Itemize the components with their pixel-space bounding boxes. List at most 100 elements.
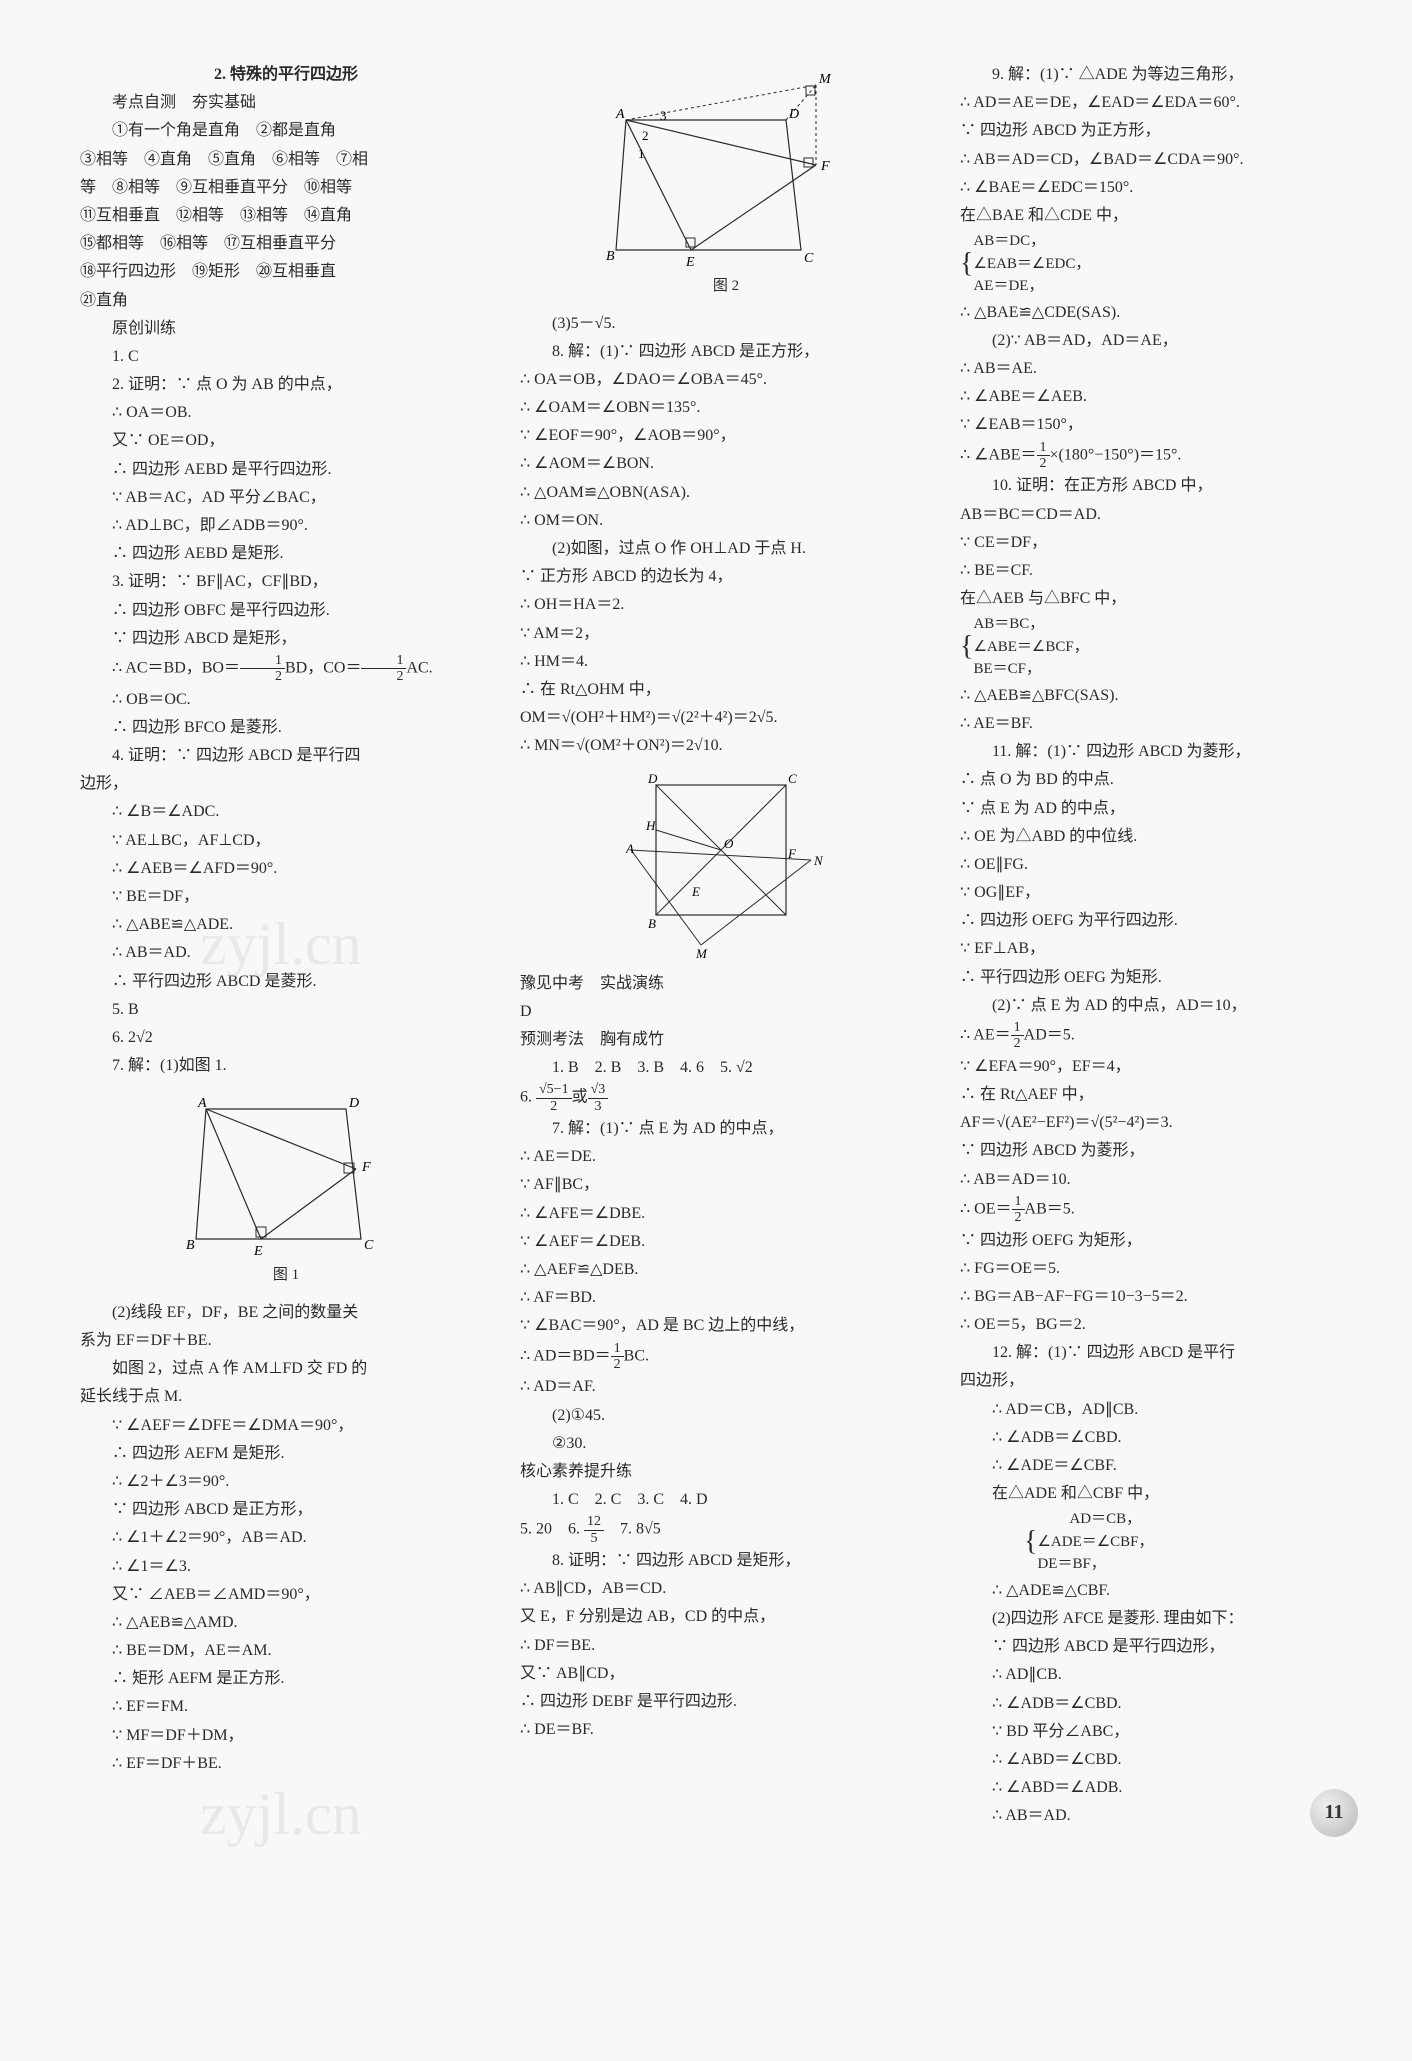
c2-answer-d: D xyxy=(520,998,932,1025)
c1-q4-l1: ∵ AE⊥BC，AF⊥CD， xyxy=(80,827,492,854)
c2-q8-2-l0: ∵ 正方形 ABCD 的边长为 4， xyxy=(520,563,932,590)
c1-q3-l1: ∵ 四边形 ABCD 是矩形， xyxy=(80,625,492,652)
c2-q8b-l3: 又∵ AB∥CD， xyxy=(520,1660,932,1687)
c1-q4-l6: ∴ 平行四边形 ABCD 是菱形. xyxy=(80,968,492,995)
c2-q7b-l20: ∴ AD＝AF. xyxy=(520,1373,932,1400)
c2-q8-l5: ∴ OM＝ON. xyxy=(520,507,932,534)
c2-q8b-l2: ∴ DF＝BE. xyxy=(520,1632,932,1659)
c2-q8-l2: ∵ ∠EOF＝90°，∠AOB＝90°， xyxy=(520,422,932,449)
c1-q4-cont: 边形， xyxy=(80,770,492,797)
c2-q7b-head: 7. 解：(1)∵ 点 E 为 AD 的中点， xyxy=(520,1115,932,1142)
figure-2: A D B C E F M 1 2 3 图 2 xyxy=(520,70,932,300)
c3-q11-l2: ∴ OE 为△ABD 的中位线. xyxy=(960,823,1372,850)
sub-heading-1: 考点自测 夯实基础 xyxy=(80,89,492,116)
c3-q12-25: ∵ BD 平分∠ABC， xyxy=(960,1718,1372,1745)
c2-q7b-l4: ∴ △AEF≌△DEB. xyxy=(520,1256,932,1283)
svg-text:C: C xyxy=(364,1238,374,1253)
c3-q11-l7: ∴ 平行四边形 OEFG 为矩形. xyxy=(960,964,1372,991)
c3-q11-eq2: ∴ OE＝12AB＝5. xyxy=(960,1194,1372,1226)
c3-q10-21: ∴ AE＝BF. xyxy=(960,710,1372,737)
c3-q11-31: ∴ AB＝AD＝10. xyxy=(960,1166,1372,1193)
c3-q11-41: ∴ FG＝OE＝5. xyxy=(960,1255,1372,1282)
c2-row1: 1. B 2. B 3. B 4. 6 5. √2 xyxy=(520,1054,932,1081)
svg-text:D: D xyxy=(348,1096,359,1111)
fig2-label: 图 2 xyxy=(520,274,932,300)
c2-q8-l3: ∴ ∠AOM＝∠BON. xyxy=(520,450,932,477)
c3-q10-l3: 在△AEB 与△BFC 中， xyxy=(960,585,1372,612)
c1-q2-l2: ∴ 四边形 AEBD 是平行四边形. xyxy=(80,456,492,483)
c3-q12-23: ∴ AD∥CB. xyxy=(960,1661,1372,1688)
c3-q10-l2: ∴ BE＝CF. xyxy=(960,557,1372,584)
c1-q2-head: 2. 证明：∵ 点 O 为 AB 的中点， xyxy=(80,371,492,398)
c3-q12-l1: ∴ ∠ADB＝∠CBD. xyxy=(960,1424,1372,1451)
c3-q12-27: ∴ ∠ABD＝∠ADB. xyxy=(960,1774,1372,1801)
c2-q8-2-l3: ∴ HM＝4. xyxy=(520,648,932,675)
c2-q7b-eq: ∴ AD＝BD＝12BC. xyxy=(520,1341,932,1373)
svg-text:H: H xyxy=(645,818,656,833)
c2-q8-mn: ∴ MN＝√(OM²＋ON²)＝2√10. xyxy=(520,732,932,759)
c2-q7b-l0: ∴ AE＝DE. xyxy=(520,1143,932,1170)
svg-text:E: E xyxy=(685,255,695,270)
c3-q9-brace: { AB＝DC， ∠EAB＝∠EDC， AE＝DE， xyxy=(960,230,1372,298)
c3-q12-l0: ∴ AD＝CB，AD∥CB. xyxy=(960,1396,1372,1423)
c1-q2-l1: 又∵ OE＝OD， xyxy=(80,427,492,454)
svg-text:A: A xyxy=(626,841,634,856)
c1-q4-l4: ∴ △ABE≌△ADE. xyxy=(80,911,492,938)
c3-q11-l1: ∵ 点 E 为 AD 的中点， xyxy=(960,795,1372,822)
c1-q6: 6. 2√2 xyxy=(80,1024,492,1051)
c2-q7-3: (3)5－√5. xyxy=(520,310,932,337)
column-1: 2. 特殊的平行四边形 考点自测 夯实基础 ①有一个角是直角 ②都是直角 ③相等… xyxy=(80,60,492,1831)
sub-heading-2: 原创训练 xyxy=(80,315,492,342)
c3-q12-head: 12. 解：(1)∵ 四边形 ABCD 是平行 xyxy=(960,1339,1372,1366)
c1-q7-l10: ∴ EF＝FM. xyxy=(80,1693,492,1720)
c1-q2-l0: ∴ OA＝OB. xyxy=(80,399,492,426)
c2-q7b-l3: ∵ ∠AEF＝∠DEB. xyxy=(520,1228,932,1255)
c3-q9-23: ∴ ∠ABE＝∠AEB. xyxy=(960,383,1372,410)
blank-2: ③相等 ④直角 ⑤直角 ⑥相等 ⑦相 xyxy=(80,146,492,173)
c3-q11-l3: ∴ OE∥FG. xyxy=(960,851,1372,878)
svg-text:3: 3 xyxy=(660,108,667,123)
c3-q12-24: ∴ ∠ADB＝∠CBD. xyxy=(960,1690,1372,1717)
c3-q12-cont: 四边形， xyxy=(960,1367,1372,1394)
c3-q12-l2: ∴ ∠ADE＝∠CBF. xyxy=(960,1452,1372,1479)
c2-q7b-l21: (2)①45. xyxy=(520,1402,932,1429)
c2-q8-l0: ∴ OA＝OB，∠DAO＝∠OBA＝45°. xyxy=(520,366,932,393)
c3-q10-head: 10. 证明：在正方形 ABCD 中， xyxy=(960,472,1372,499)
c2-q6: 6. √5−12或√33 xyxy=(520,1082,932,1114)
svg-text:F: F xyxy=(820,159,830,174)
c3-q12-22: ∵ 四边形 ABCD 是平行四边形， xyxy=(960,1633,1372,1660)
c1-q7-l4: ∴ ∠1＋∠2＝90°，AB＝AD. xyxy=(80,1524,492,1551)
svg-text:O: O xyxy=(724,836,734,851)
c1-q3-eq: ∴ AC＝BD，BO＝12BD，CO＝12AC. xyxy=(80,653,492,685)
svg-text:F: F xyxy=(361,1160,371,1175)
c1-q4-l0: ∴ ∠B＝∠ADC. xyxy=(80,798,492,825)
c3-q10-20: ∴ △AEB≌△BFC(SAS). xyxy=(960,682,1372,709)
c1-q7-l5: ∴ ∠1＝∠3. xyxy=(80,1553,492,1580)
c1-q4-l2: ∴ ∠AEB＝∠AFD＝90°. xyxy=(80,855,492,882)
c3-q9-20: ∴ △BAE≌△CDE(SAS). xyxy=(960,299,1372,326)
c3-q11-43: ∴ OE＝5，BG＝2. xyxy=(960,1311,1372,1338)
svg-text:B: B xyxy=(606,249,615,264)
c3-q10-l1: ∵ CE＝DF， xyxy=(960,529,1372,556)
blank-3: 等 ⑧相等 ⑨互相垂直平分 ⑩相等 xyxy=(80,174,492,201)
c2-q8-2-l4: ∴ 在 Rt△OHM 中， xyxy=(520,676,932,703)
svg-text:A: A xyxy=(615,107,625,122)
svg-text:E: E xyxy=(253,1244,263,1259)
c1-q7-l11: ∵ MF＝DF＋DM， xyxy=(80,1722,492,1749)
column-3: 9. 解：(1)∵ △ADE 为等边三角形， ∴ AD＝AE＝DE，∠EAD＝∠… xyxy=(960,60,1372,1831)
c1-q3-l0: ∴ 四边形 OBFC 是平行四边形. xyxy=(80,597,492,624)
blank-4: ⑪互相垂直 ⑫相等 ⑬相等 ⑭直角 xyxy=(80,202,492,229)
svg-text:D: D xyxy=(647,771,658,786)
c3-q9-l4: 在△BAE 和△CDE 中， xyxy=(960,202,1372,229)
c1-q7-2b: 系为 EF＝DF＋BE. xyxy=(80,1327,492,1354)
c2-q8-2-l2: ∵ AM＝2， xyxy=(520,620,932,647)
svg-text:1: 1 xyxy=(638,146,645,161)
c2-q8b-l1: 又 E，F 分别是边 AB，CD 的中点， xyxy=(520,1603,932,1630)
section-title: 2. 特殊的平行四边形 xyxy=(80,61,492,88)
c2-q8-2: (2)如图，过点 O 作 OH⊥AD 于点 H. xyxy=(520,535,932,562)
c1-q5: 5. B xyxy=(80,996,492,1023)
c1-q7-3b: 延长线于点 M. xyxy=(80,1383,492,1410)
c3-q11-42: ∴ BG＝AB−AF−FG＝10−3−5＝2. xyxy=(960,1283,1372,1310)
svg-text:F: F xyxy=(787,846,797,861)
c2-q8-l4: ∴ △OAM≌△OBN(ASA). xyxy=(520,479,932,506)
